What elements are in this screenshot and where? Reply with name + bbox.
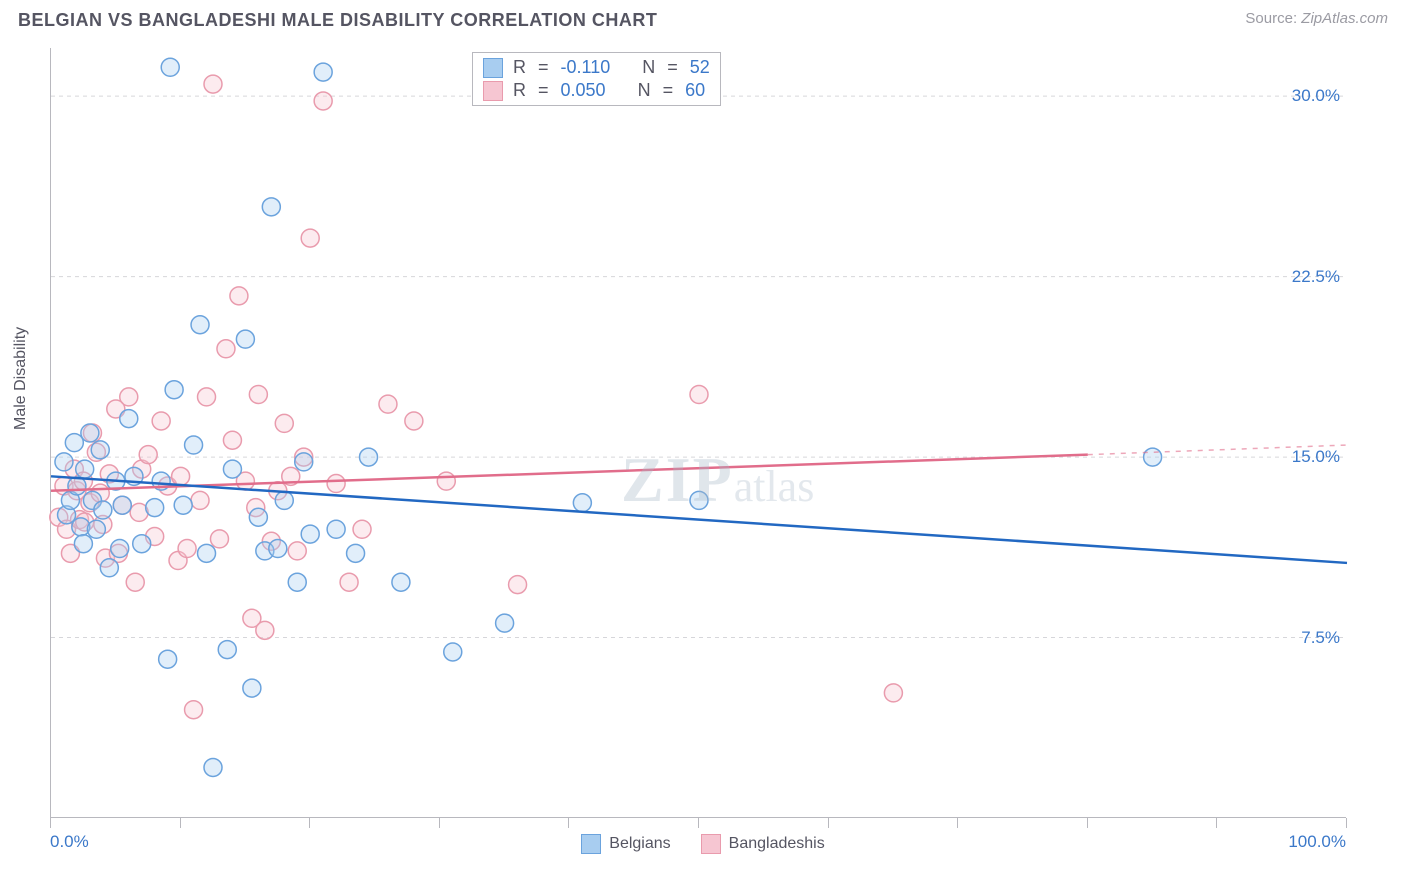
r-label: R <box>513 57 526 78</box>
x-tick-mark <box>180 818 181 828</box>
chart-title: BELGIAN VS BANGLADESHI MALE DISABILITY C… <box>18 10 657 31</box>
stats-row-belgians: R = -0.110 N = 52 <box>483 57 710 78</box>
plot-svg <box>51 48 1346 817</box>
swatch-belgians <box>581 834 601 854</box>
n-label: N <box>638 80 651 101</box>
x-tick-mark <box>50 818 51 828</box>
legend-label-belgians: Belgians <box>609 835 670 853</box>
legend-item-bangladeshis: Bangladeshis <box>701 834 825 854</box>
legend-label-bangladeshis: Bangladeshis <box>729 835 825 853</box>
equals-sign: = <box>667 57 678 78</box>
swatch-belgians <box>483 58 503 78</box>
stats-legend: R = -0.110 N = 52 R = 0.050 N = 60 <box>472 52 721 106</box>
x-tick-mark <box>957 818 958 828</box>
r-label: R <box>513 80 526 101</box>
equals-sign: = <box>663 80 674 101</box>
equals-sign: = <box>538 80 549 101</box>
x-tick-mark <box>1087 818 1088 828</box>
title-row: BELGIAN VS BANGLADESHI MALE DISABILITY C… <box>18 10 1388 31</box>
x-tick-mark <box>439 818 440 828</box>
x-tick-mark <box>828 818 829 828</box>
source-attribution: Source: ZipAtlas.com <box>1245 10 1388 27</box>
x-tick-mark <box>1216 818 1217 828</box>
stats-row-bangladeshis: R = 0.050 N = 60 <box>483 80 710 101</box>
x-tick-mark <box>698 818 699 828</box>
n-value-belgians: 52 <box>690 57 710 78</box>
r-value-belgians: -0.110 <box>561 57 611 78</box>
swatch-bangladeshis <box>483 81 503 101</box>
source-label: Source: <box>1245 10 1297 27</box>
r-value-bangladeshis: 0.050 <box>561 80 606 101</box>
n-value-bangladeshis: 60 <box>685 80 705 101</box>
series-legend: Belgians Bangladeshis <box>0 834 1406 854</box>
n-label: N <box>642 57 655 78</box>
x-tick-mark <box>568 818 569 828</box>
x-tick-mark <box>309 818 310 828</box>
legend-item-belgians: Belgians <box>581 834 670 854</box>
equals-sign: = <box>538 57 549 78</box>
x-tick-mark <box>1346 818 1347 828</box>
chart-container: BELGIAN VS BANGLADESHI MALE DISABILITY C… <box>0 0 1406 892</box>
y-axis-label: Male Disability <box>12 327 30 430</box>
plot-area: 7.5%15.0%22.5%30.0% ZIPatlas <box>50 48 1346 818</box>
swatch-bangladeshis <box>701 834 721 854</box>
source-value: ZipAtlas.com <box>1301 10 1388 27</box>
